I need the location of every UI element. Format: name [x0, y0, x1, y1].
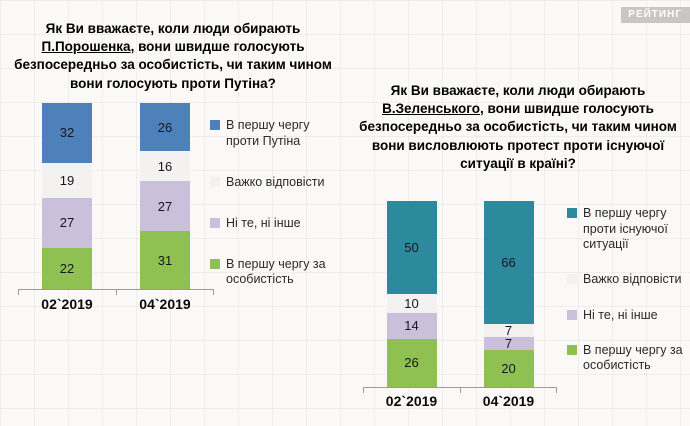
stacked-bar: 26 16 27 31 [140, 103, 190, 289]
value-label: 7 [504, 322, 513, 338]
legend-item: Ні те, ні інше [210, 216, 344, 232]
bar-segment: 14 [386, 312, 437, 339]
legend-swatch [210, 217, 220, 228]
legend-swatch [567, 309, 577, 320]
bar-segment: 27 [42, 197, 92, 249]
value-label: 32 [59, 125, 75, 141]
legend-label: Ні те, ні інше [226, 215, 301, 230]
legend-swatch [210, 120, 220, 130]
legend-swatch [210, 258, 220, 269]
bar-segment: 66 [483, 201, 534, 324]
axis-tick [460, 388, 461, 393]
rating-group-logo: РЕЙТИНГ [621, 7, 690, 23]
legend-item: В першу чергу за особистість [210, 257, 344, 288]
legend-item: Важко відповісти [567, 272, 689, 288]
legend-item: В першу чергу за особистість [567, 343, 689, 374]
chart-title-underlined-name: П.Порошенка [41, 39, 131, 55]
legend-swatch [567, 208, 577, 218]
value-label: 16 [157, 158, 173, 174]
bar-segment: 50 [386, 201, 437, 294]
legend-label: Ні те, ні інше [583, 307, 658, 322]
stacked-bar: 50 10 14 26 [386, 201, 437, 387]
x-labels: 02`2019 04`2019 [18, 296, 214, 312]
stacked-bar: 32 19 27 22 [42, 103, 92, 289]
stacked-bar: 66 7 7 20 [483, 201, 534, 387]
legend-label: В першу чергу за особистість [226, 256, 326, 287]
legend-item: В першу чергу проти Путіна [210, 118, 344, 149]
chart-title-prefix: Як Ви вважаєте, коли люди обирають [45, 21, 301, 36]
value-label: 31 [157, 252, 173, 268]
legend-item: В першу чергу проти існуючої ситуації [567, 206, 689, 253]
value-label: 27 [157, 198, 173, 214]
chart-title-prefix: Як Ви вважаєте, коли люди обирають [390, 83, 646, 98]
axis-tick [18, 290, 19, 295]
category-label: 04`2019 [482, 393, 535, 409]
axis-tick [213, 290, 214, 295]
value-label: 20 [501, 360, 516, 376]
bar-segment: 26 [386, 338, 437, 387]
value-label: 66 [501, 254, 516, 270]
bar-segment: 31 [140, 231, 190, 289]
legend-item: Ні те, ні інше [567, 308, 689, 324]
bar-segment: 16 [140, 151, 190, 182]
bar-segment: 7 [483, 335, 534, 351]
legend-label: В першу чергу проти Путіна [226, 118, 310, 148]
bar-segment: 7 [483, 322, 534, 338]
bar-segment: 26 [140, 103, 190, 152]
bar-segment: 22 [42, 248, 92, 289]
legend-label: Важко відповісти [226, 174, 325, 189]
value-label: 50 [404, 240, 419, 255]
chart-title-underlined-name: В.Зеленського [382, 101, 480, 117]
chart-title: Як Ви вважаєте, коли люди обирають В.Зел… [350, 82, 686, 173]
axis-tick [116, 290, 117, 295]
legend-swatch [567, 274, 577, 285]
value-label: 19 [59, 172, 75, 188]
axis-tick [363, 388, 364, 393]
bar-segment: 20 [483, 349, 534, 387]
legend-label: В першу чергу проти існуючої ситуації [583, 206, 668, 252]
legend-label: В першу чергу за особистість [583, 342, 683, 373]
category-label: 02`2019 [41, 296, 93, 312]
value-label: 26 [404, 355, 419, 371]
bar-segment: 19 [42, 162, 92, 198]
legend: В першу чергу проти Путіна Важко відповіс… [210, 118, 344, 288]
legend-swatch [567, 344, 577, 355]
value-label: 22 [59, 261, 75, 277]
chart-title: Як Ви вважаєте, коли люди обирають П.Пор… [4, 20, 342, 93]
category-label: 02`2019 [385, 393, 438, 409]
chart-title-suffix: , вони швидше голосують безпосередньо за… [14, 39, 332, 91]
plot: 32 19 27 22 26 16 27 31 [18, 103, 214, 295]
value-label: 14 [404, 318, 419, 334]
bar-segment: 27 [140, 181, 190, 232]
value-label: 26 [157, 119, 173, 135]
plot: 50 10 14 26 66 7 7 20 [363, 201, 557, 393]
axis-tick [556, 388, 557, 393]
x-labels: 02`2019 04`2019 [363, 393, 557, 409]
value-label: 27 [59, 215, 75, 231]
legend-item: Важко відповісти [210, 175, 344, 191]
value-label: 7 [504, 335, 513, 351]
legend-swatch [210, 176, 220, 187]
bar-segment: 10 [386, 294, 437, 313]
legend-label: Важко відповісти [583, 272, 682, 287]
value-label: 10 [404, 295, 419, 311]
chart-title-suffix: , вони швидше голосують безпосередньо за… [359, 101, 677, 171]
category-label: 04`2019 [139, 296, 191, 312]
bar-segment: 32 [42, 103, 92, 163]
legend: В першу чергу проти існуючої ситуації Важ… [567, 206, 689, 374]
